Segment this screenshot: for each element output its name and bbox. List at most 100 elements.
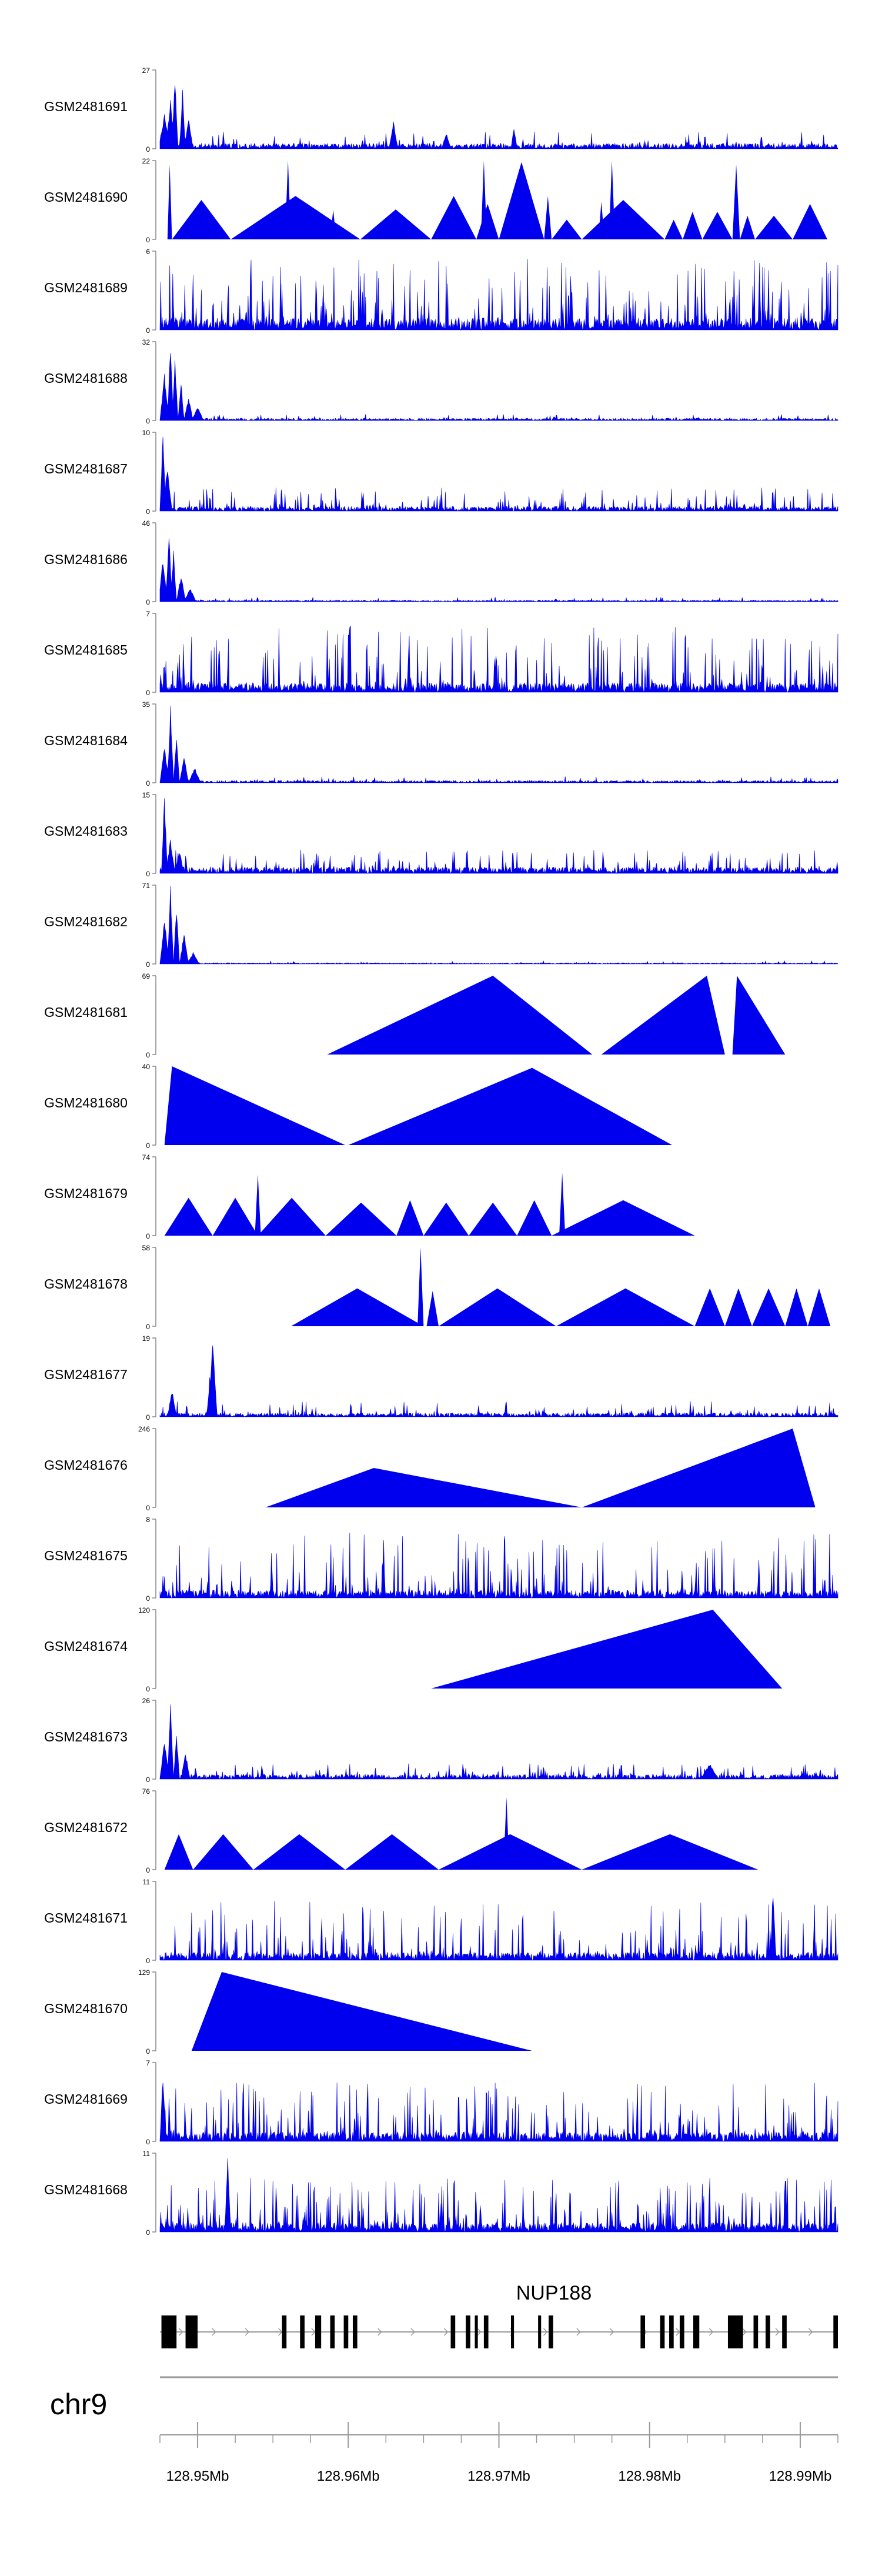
track-label: GSM2481669 xyxy=(44,2091,128,2107)
coverage-peak xyxy=(601,976,725,1055)
coverage-peak xyxy=(164,1197,213,1236)
coverage-spike xyxy=(609,161,615,239)
gene-exon xyxy=(343,2315,349,2348)
y-min-label: 0 xyxy=(146,1051,150,1059)
track-label: GSM2481679 xyxy=(44,1186,128,1201)
track-GSM2481674: GSM2481674 120 0 xyxy=(44,1606,783,1693)
y-min-label: 0 xyxy=(146,1232,150,1240)
track-label: GSM2481688 xyxy=(44,371,128,386)
track-GSM2481688: GSM2481688 32 0 xyxy=(44,338,838,425)
track-label: GSM2481685 xyxy=(44,642,128,658)
track-label: GSM2481691 xyxy=(44,99,128,114)
track-label: GSM2481684 xyxy=(44,733,128,748)
y-min-label: 0 xyxy=(146,779,150,788)
y-max-label: 46 xyxy=(142,519,151,528)
track-label: GSM2481680 xyxy=(44,1095,128,1110)
coverage-peak xyxy=(290,1288,424,1326)
track-GSM2481678: GSM2481678 58 0 xyxy=(44,1244,831,1331)
coverage-peak xyxy=(439,1834,582,1870)
track-label: GSM2481671 xyxy=(44,1910,128,1926)
gene-exon xyxy=(300,2315,305,2348)
coverage-peak xyxy=(426,1290,439,1326)
track-GSM2481669: GSM2481669 7 0 xyxy=(44,2059,838,2146)
coverage-peak xyxy=(793,203,828,239)
strand-arrow xyxy=(443,2328,449,2336)
coverage-peak xyxy=(348,1067,673,1145)
coverage-peak xyxy=(582,200,665,239)
strand-arrow xyxy=(742,2328,747,2336)
y-min-label: 0 xyxy=(146,1866,150,1874)
track-label: GSM2481690 xyxy=(44,189,128,205)
y-max-label: 8 xyxy=(146,1516,150,1524)
gene-exon xyxy=(753,2315,759,2348)
axis-tick-label: 128.95Mb xyxy=(166,2468,229,2484)
y-max-label: 32 xyxy=(142,338,151,346)
strand-arrow xyxy=(543,2328,548,2336)
coverage-peak xyxy=(732,976,786,1055)
y-max-label: 246 xyxy=(138,1425,150,1433)
y-min-label: 0 xyxy=(146,1142,150,1150)
coverage-peak xyxy=(431,1610,783,1689)
track-label: GSM2481683 xyxy=(44,823,128,839)
coverage-peak xyxy=(469,1202,517,1236)
y-max-label: 74 xyxy=(142,1153,151,1162)
y-max-label: 15 xyxy=(142,791,151,799)
track-label: GSM2481686 xyxy=(44,552,128,567)
coverage-peak xyxy=(552,1200,695,1236)
coverage-peak xyxy=(552,219,582,239)
y-min-label: 0 xyxy=(146,508,150,516)
coverage-peak xyxy=(683,212,703,239)
y-max-label: 7 xyxy=(146,610,150,618)
y-max-label: 71 xyxy=(142,882,151,890)
y-min-label: 0 xyxy=(146,1776,150,1784)
coverage-peak xyxy=(193,1834,253,1870)
coverage-peak xyxy=(258,1197,326,1236)
axis-tick-label: 128.96Mb xyxy=(317,2468,380,2484)
y-min-label: 0 xyxy=(146,960,150,969)
y-max-label: 58 xyxy=(142,1244,151,1252)
coverage-peak xyxy=(476,203,499,239)
coverage-peak xyxy=(556,1288,695,1326)
gene-exon xyxy=(766,2315,770,2348)
track-label: GSM2481668 xyxy=(44,2182,128,2197)
y-min-label: 0 xyxy=(146,598,150,606)
track-label: GSM2481687 xyxy=(44,461,128,476)
coverage-peak xyxy=(439,1288,556,1326)
track-label: GSM2481675 xyxy=(44,1548,128,1563)
y-max-label: 120 xyxy=(138,1606,150,1614)
coverage-peak xyxy=(396,1200,424,1236)
gene-exon xyxy=(352,2315,358,2348)
coverage-peak xyxy=(327,976,593,1055)
coverage-spike xyxy=(330,209,336,239)
chromosome-track: chr9 xyxy=(50,2376,838,2421)
coverage-peak xyxy=(212,1197,258,1236)
track-label: GSM2481676 xyxy=(44,1457,128,1473)
track-GSM2481673: GSM2481673 26 0 xyxy=(44,1697,838,1784)
gene-exon xyxy=(483,2315,489,2348)
coverage-peak xyxy=(191,1972,532,2051)
y-min-label: 0 xyxy=(146,2138,150,2146)
coverage-peak xyxy=(164,1834,193,1870)
coverage-peak xyxy=(172,200,231,239)
track-GSM2481682: GSM2481682 71 0 xyxy=(44,882,838,969)
coverage-peak xyxy=(230,196,360,239)
coverage-peak xyxy=(751,1288,786,1326)
coverage-area xyxy=(159,436,838,512)
chromosome-label: chr9 xyxy=(50,2388,107,2421)
strand-arrow xyxy=(212,2328,216,2336)
gene-exon xyxy=(640,2315,646,2348)
gene-exon xyxy=(450,2315,456,2348)
coverage-spike xyxy=(598,201,604,239)
y-max-label: 26 xyxy=(142,1697,151,1705)
gene-exon xyxy=(549,2315,553,2348)
gene-exon xyxy=(161,2315,177,2348)
gene-exon xyxy=(660,2315,665,2348)
coverage-area xyxy=(159,1345,838,1418)
y-min-label: 0 xyxy=(146,689,150,697)
coverage-area xyxy=(159,706,838,783)
coverage-peak xyxy=(755,215,793,239)
track-GSM2481690: GSM2481690 22 0 xyxy=(44,157,828,244)
gene-exon xyxy=(315,2315,322,2348)
coverage-peak xyxy=(345,1834,439,1870)
coverage-peak xyxy=(164,1066,346,1145)
